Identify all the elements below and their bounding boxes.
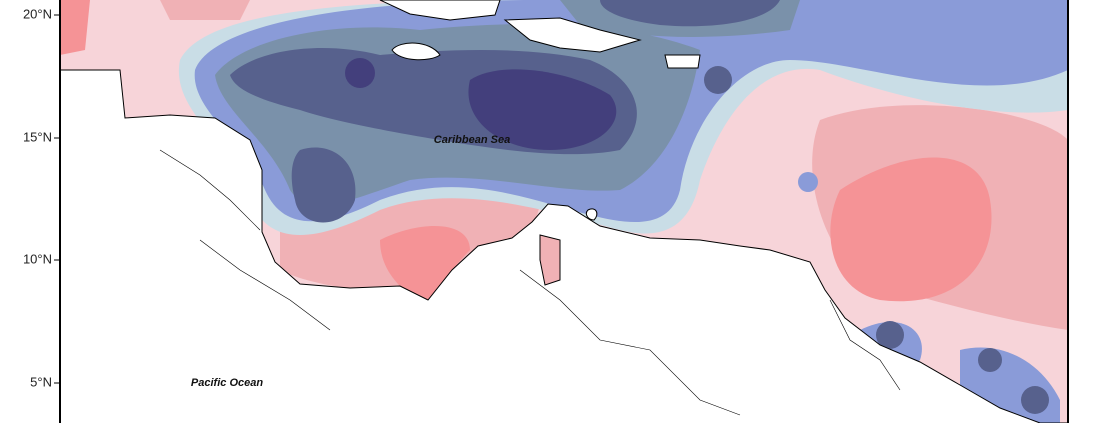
latitude-label: 10°N [23,251,52,266]
ocean-label: Pacific Ocean [191,377,263,389]
latitude-label: 20°N [23,6,52,21]
borders [159,149,901,416]
sea-surface-field [60,0,1068,423]
sea-label: Caribbean Sea [434,134,510,146]
latitude-label: 15°N [23,129,52,144]
map-frame [59,0,1069,423]
coastlines [60,0,1068,423]
latitude-label: 5°N [30,374,52,389]
latitude-axis: 20°N 15°N 10°N 5°N [23,6,60,389]
